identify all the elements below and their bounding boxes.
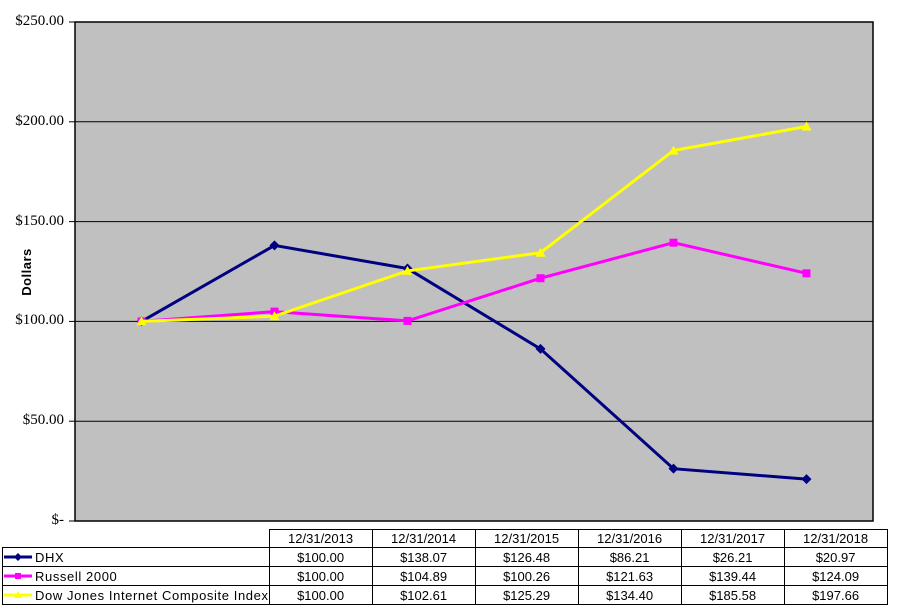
value-cell: $126.48	[474, 547, 579, 567]
series-line-dow-jones-internet-composite-index	[141, 124, 807, 323]
y-tick-label: $-	[51, 512, 65, 528]
series-line-russell-2000	[141, 241, 807, 323]
value-cell: $124.09	[783, 566, 888, 586]
line-chart-plot	[69, 21, 874, 522]
marker-triangle	[402, 265, 413, 275]
marker-diamond	[269, 240, 280, 251]
y-tick-label: $100.00	[15, 312, 64, 329]
value-cell: $86.21	[577, 547, 682, 567]
value-cell: $139.44	[680, 566, 785, 586]
table-date-header: 12/31/2016	[577, 529, 682, 548]
series-name-label: Dow Jones Internet Composite Index	[35, 587, 269, 603]
table-date-header: 12/31/2018	[783, 529, 888, 548]
series-name-label: Russell 2000	[35, 568, 118, 584]
marker-triangle	[14, 591, 22, 598]
table-row: Dow Jones Internet Composite Index $100.0…	[2, 585, 888, 605]
marker-diamond	[535, 343, 546, 354]
value-cell: $104.89	[371, 566, 476, 586]
legend-key-triangle-icon	[4, 591, 32, 598]
marker-square	[536, 274, 545, 283]
table-corner-cell	[3, 530, 270, 548]
performance-data-table: 12/31/2013 12/31/2014 12/31/2015 12/31/2016…	[2, 529, 888, 605]
value-cell: $134.40	[577, 585, 682, 605]
value-cell: $197.66	[783, 585, 888, 605]
legend-cell: Russell 2000	[2, 566, 270, 586]
value-cell: $100.00	[268, 585, 373, 605]
marker-diamond	[668, 463, 679, 474]
table-body: DHX $100.00 $138.07 $126.48 $86.21 $26.21 $20.…	[2, 547, 888, 605]
marker-diamond	[801, 474, 812, 485]
value-cell: $138.07	[371, 547, 476, 567]
marker-diamond	[14, 553, 22, 561]
table-row: DHX $100.00 $138.07 $126.48 $86.21 $26.21 $20.…	[2, 547, 888, 567]
marker-square	[15, 573, 21, 579]
marker-square	[802, 269, 811, 278]
value-cell: $121.63	[577, 566, 682, 586]
y-axis-title: Dollars	[19, 248, 34, 296]
value-cell: $102.61	[371, 585, 476, 605]
value-cell: $125.29	[474, 585, 579, 605]
table-date-header: 12/31/2014	[371, 529, 476, 548]
table-date-header: 12/31/2013	[268, 529, 373, 548]
value-cell: $100.26	[474, 566, 579, 586]
value-cell: $26.21	[680, 547, 785, 567]
y-tick-label: $50.00	[22, 412, 64, 429]
marker-triangle	[136, 316, 147, 326]
legend-key-diamond-icon	[4, 553, 32, 561]
table-header-row: 12/31/2013 12/31/2014 12/31/2015 12/31/2016…	[3, 529, 888, 548]
marker-triangle	[801, 121, 812, 131]
legend-cell: DHX	[2, 547, 270, 567]
value-cell: $100.00	[268, 547, 373, 567]
value-cell: $20.97	[783, 547, 888, 567]
marker-triangle	[535, 247, 546, 257]
marker-triangle	[668, 145, 679, 155]
marker-square	[669, 238, 678, 247]
table-date-header: 12/31/2015	[474, 529, 579, 548]
y-tick-label: $250.00	[15, 13, 64, 29]
table-date-header: 12/31/2017	[680, 529, 785, 548]
series-line-dhx	[140, 243, 807, 481]
y-tick-label: $150.00	[15, 212, 64, 229]
marker-square	[403, 316, 412, 325]
plot-area	[74, 21, 874, 522]
value-cell: $100.00	[268, 566, 373, 586]
marker-triangle	[269, 311, 280, 321]
legend-cell: Dow Jones Internet Composite Index	[2, 585, 270, 605]
series-name-label: DHX	[35, 549, 65, 565]
table-row: Russell 2000 $100.00 $104.89 $100.26 $121.63…	[2, 566, 888, 586]
legend-key-square-icon	[4, 573, 32, 579]
y-tick-label: $200.00	[15, 112, 64, 129]
value-cell: $185.58	[680, 585, 785, 605]
